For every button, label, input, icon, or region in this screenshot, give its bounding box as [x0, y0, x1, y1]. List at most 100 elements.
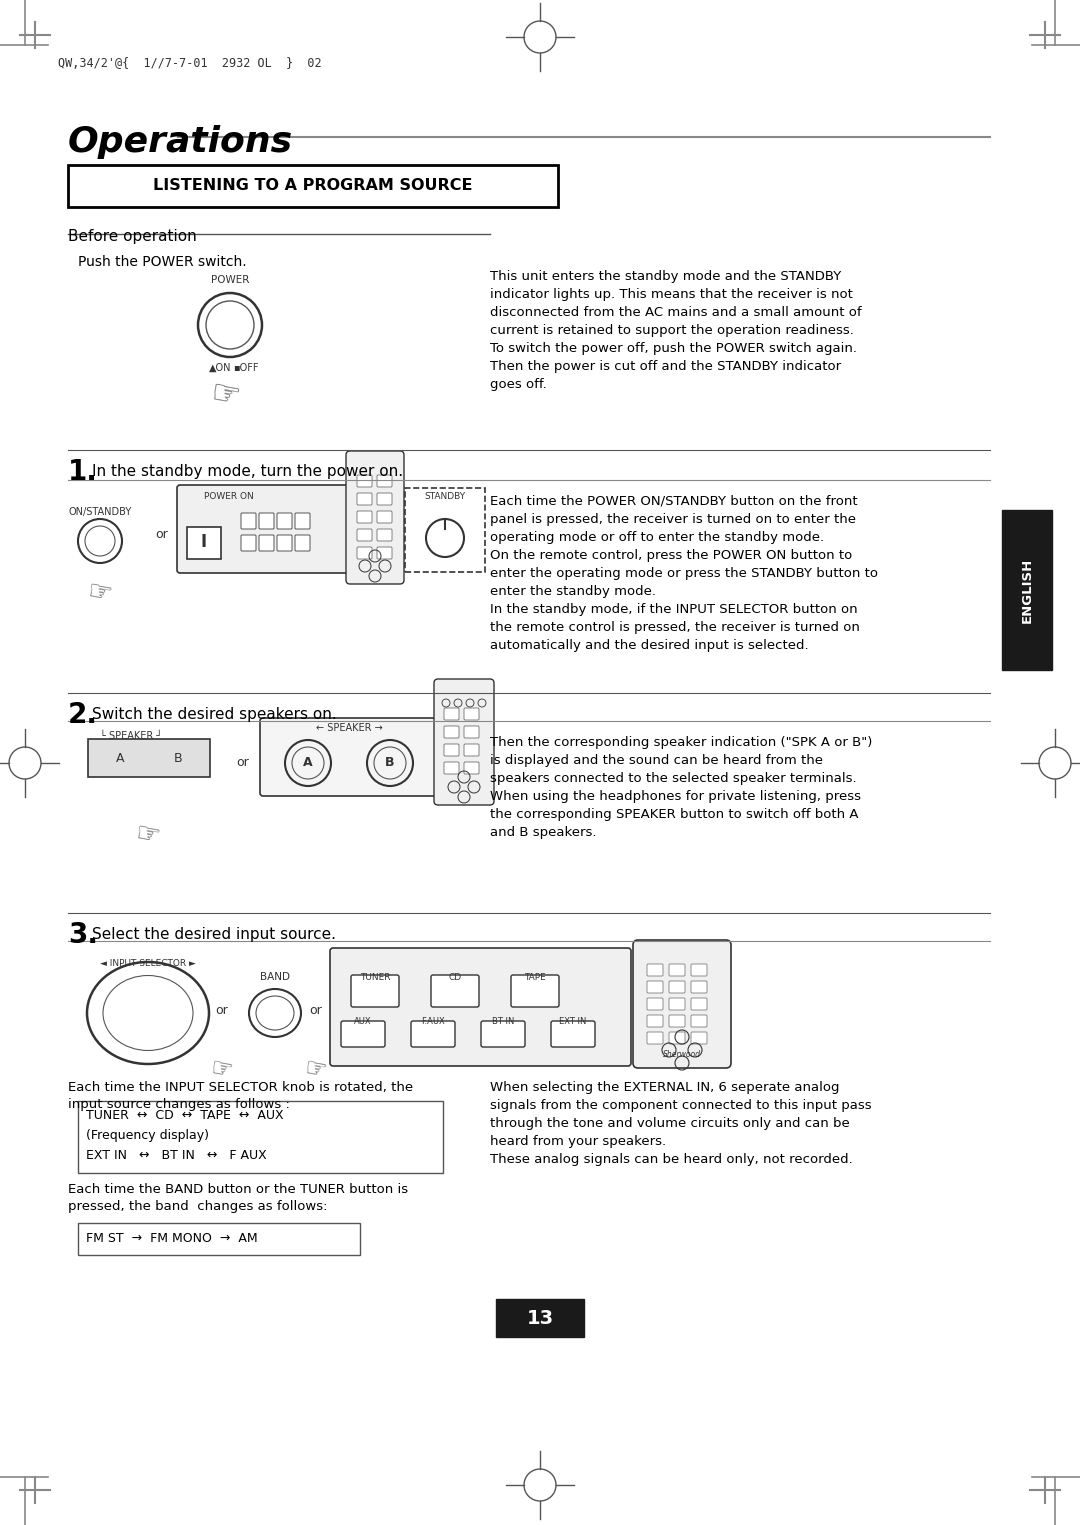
Text: ☞: ☞ — [208, 1057, 235, 1084]
FancyBboxPatch shape — [357, 547, 372, 560]
Text: ON/STANDBY: ON/STANDBY — [68, 506, 132, 517]
Text: When selecting the EXTERNAL IN, 6 seperate analog
signals from the component con: When selecting the EXTERNAL IN, 6 sepera… — [490, 1081, 872, 1167]
FancyBboxPatch shape — [377, 493, 392, 505]
Text: 13: 13 — [526, 1308, 554, 1327]
FancyBboxPatch shape — [411, 1022, 455, 1048]
Text: Switch the desired speakers on.: Switch the desired speakers on. — [92, 708, 337, 721]
Text: Select the desired input source.: Select the desired input source. — [92, 927, 336, 942]
Text: or: or — [310, 1003, 322, 1017]
FancyBboxPatch shape — [511, 974, 559, 1006]
Text: EXT IN: EXT IN — [559, 1017, 586, 1026]
FancyBboxPatch shape — [444, 744, 459, 756]
FancyBboxPatch shape — [78, 1223, 360, 1255]
Text: EXT IN   ↔   BT IN   ↔   F AUX: EXT IN ↔ BT IN ↔ F AUX — [86, 1148, 267, 1162]
Text: FM ST  →  FM MONO  →  AM: FM ST → FM MONO → AM — [86, 1232, 258, 1246]
Text: AUX: AUX — [354, 1017, 372, 1026]
FancyBboxPatch shape — [276, 535, 292, 551]
Text: TAPE: TAPE — [524, 973, 545, 982]
FancyBboxPatch shape — [444, 726, 459, 738]
FancyBboxPatch shape — [464, 762, 480, 775]
FancyBboxPatch shape — [647, 964, 663, 976]
Text: QW,34/2'@{  1//7-7-01  2932 OL  }  02: QW,34/2'@{ 1//7-7-01 2932 OL } 02 — [58, 56, 322, 70]
Text: I: I — [201, 534, 207, 551]
FancyBboxPatch shape — [241, 512, 256, 529]
FancyBboxPatch shape — [464, 708, 480, 720]
Text: Sherwood: Sherwood — [663, 1051, 701, 1058]
FancyBboxPatch shape — [431, 974, 480, 1006]
FancyBboxPatch shape — [357, 529, 372, 541]
FancyBboxPatch shape — [351, 974, 399, 1006]
Text: 3.: 3. — [68, 921, 98, 949]
FancyBboxPatch shape — [647, 997, 663, 1010]
Text: B: B — [386, 756, 395, 770]
Text: Each time the INPUT SELECTOR knob is rotated, the
input source changes as follow: Each time the INPUT SELECTOR knob is rot… — [68, 1081, 414, 1112]
FancyBboxPatch shape — [377, 474, 392, 486]
FancyBboxPatch shape — [295, 512, 310, 529]
FancyBboxPatch shape — [691, 1016, 707, 1026]
Text: TUNER: TUNER — [360, 973, 390, 982]
FancyBboxPatch shape — [405, 488, 485, 572]
Text: 1.: 1. — [68, 458, 98, 486]
Text: A: A — [303, 756, 313, 770]
FancyBboxPatch shape — [330, 949, 631, 1066]
FancyBboxPatch shape — [434, 679, 494, 805]
FancyBboxPatch shape — [346, 451, 404, 584]
FancyBboxPatch shape — [669, 1032, 685, 1045]
Text: BAND: BAND — [260, 971, 291, 982]
Text: ☞: ☞ — [85, 576, 114, 608]
FancyBboxPatch shape — [551, 1022, 595, 1048]
FancyBboxPatch shape — [87, 740, 210, 778]
Text: ENGLISH: ENGLISH — [1021, 557, 1034, 622]
FancyBboxPatch shape — [259, 535, 274, 551]
Text: POWER ON: POWER ON — [204, 493, 254, 502]
FancyBboxPatch shape — [341, 1022, 384, 1048]
FancyBboxPatch shape — [669, 1016, 685, 1026]
FancyBboxPatch shape — [78, 1101, 443, 1173]
Text: TUNER  ↔  CD  ↔  TAPE  ↔  AUX: TUNER ↔ CD ↔ TAPE ↔ AUX — [86, 1109, 284, 1122]
FancyBboxPatch shape — [377, 547, 392, 560]
Text: or: or — [156, 529, 168, 541]
FancyBboxPatch shape — [669, 997, 685, 1010]
FancyBboxPatch shape — [647, 1032, 663, 1045]
Text: ☞: ☞ — [207, 377, 243, 415]
Text: (Frequency display): (Frequency display) — [86, 1128, 210, 1142]
Text: ☞: ☞ — [133, 819, 163, 851]
FancyBboxPatch shape — [481, 1022, 525, 1048]
Text: or: or — [216, 1003, 228, 1017]
FancyBboxPatch shape — [259, 512, 274, 529]
Text: B: B — [174, 752, 183, 764]
FancyBboxPatch shape — [464, 726, 480, 738]
FancyBboxPatch shape — [187, 528, 221, 560]
Text: 2.: 2. — [68, 702, 98, 729]
FancyBboxPatch shape — [691, 964, 707, 976]
FancyBboxPatch shape — [444, 708, 459, 720]
Text: Then the corresponding speaker indication ("SPK A or B")
is displayed and the so: Then the corresponding speaker indicatio… — [490, 737, 873, 839]
FancyBboxPatch shape — [669, 981, 685, 993]
FancyBboxPatch shape — [647, 1016, 663, 1026]
Text: ☞: ☞ — [302, 1057, 329, 1084]
FancyBboxPatch shape — [357, 474, 372, 486]
FancyBboxPatch shape — [295, 535, 310, 551]
Text: F.AUX: F.AUX — [421, 1017, 445, 1026]
Text: CD: CD — [448, 973, 461, 982]
FancyBboxPatch shape — [260, 718, 438, 796]
Text: LISTENING TO A PROGRAM SOURCE: LISTENING TO A PROGRAM SOURCE — [153, 178, 473, 194]
FancyBboxPatch shape — [357, 493, 372, 505]
Text: or: or — [237, 756, 249, 770]
Text: Push the POWER switch.: Push the POWER switch. — [78, 255, 246, 268]
Text: STANDBY: STANDBY — [424, 493, 465, 502]
FancyBboxPatch shape — [276, 512, 292, 529]
FancyBboxPatch shape — [496, 1299, 584, 1337]
FancyBboxPatch shape — [444, 762, 459, 775]
Text: Each time the BAND button or the TUNER button is
pressed, the band  changes as f: Each time the BAND button or the TUNER b… — [68, 1183, 408, 1212]
FancyBboxPatch shape — [177, 485, 399, 573]
Text: ▪OFF: ▪OFF — [233, 363, 259, 374]
Text: Before operation: Before operation — [68, 229, 197, 244]
FancyBboxPatch shape — [241, 535, 256, 551]
Text: A: A — [116, 752, 124, 764]
Text: ◄ INPUT SELECTOR ►: ◄ INPUT SELECTOR ► — [100, 959, 195, 968]
FancyBboxPatch shape — [669, 964, 685, 976]
Text: ▲ON: ▲ON — [208, 363, 231, 374]
FancyBboxPatch shape — [691, 997, 707, 1010]
FancyBboxPatch shape — [464, 744, 480, 756]
